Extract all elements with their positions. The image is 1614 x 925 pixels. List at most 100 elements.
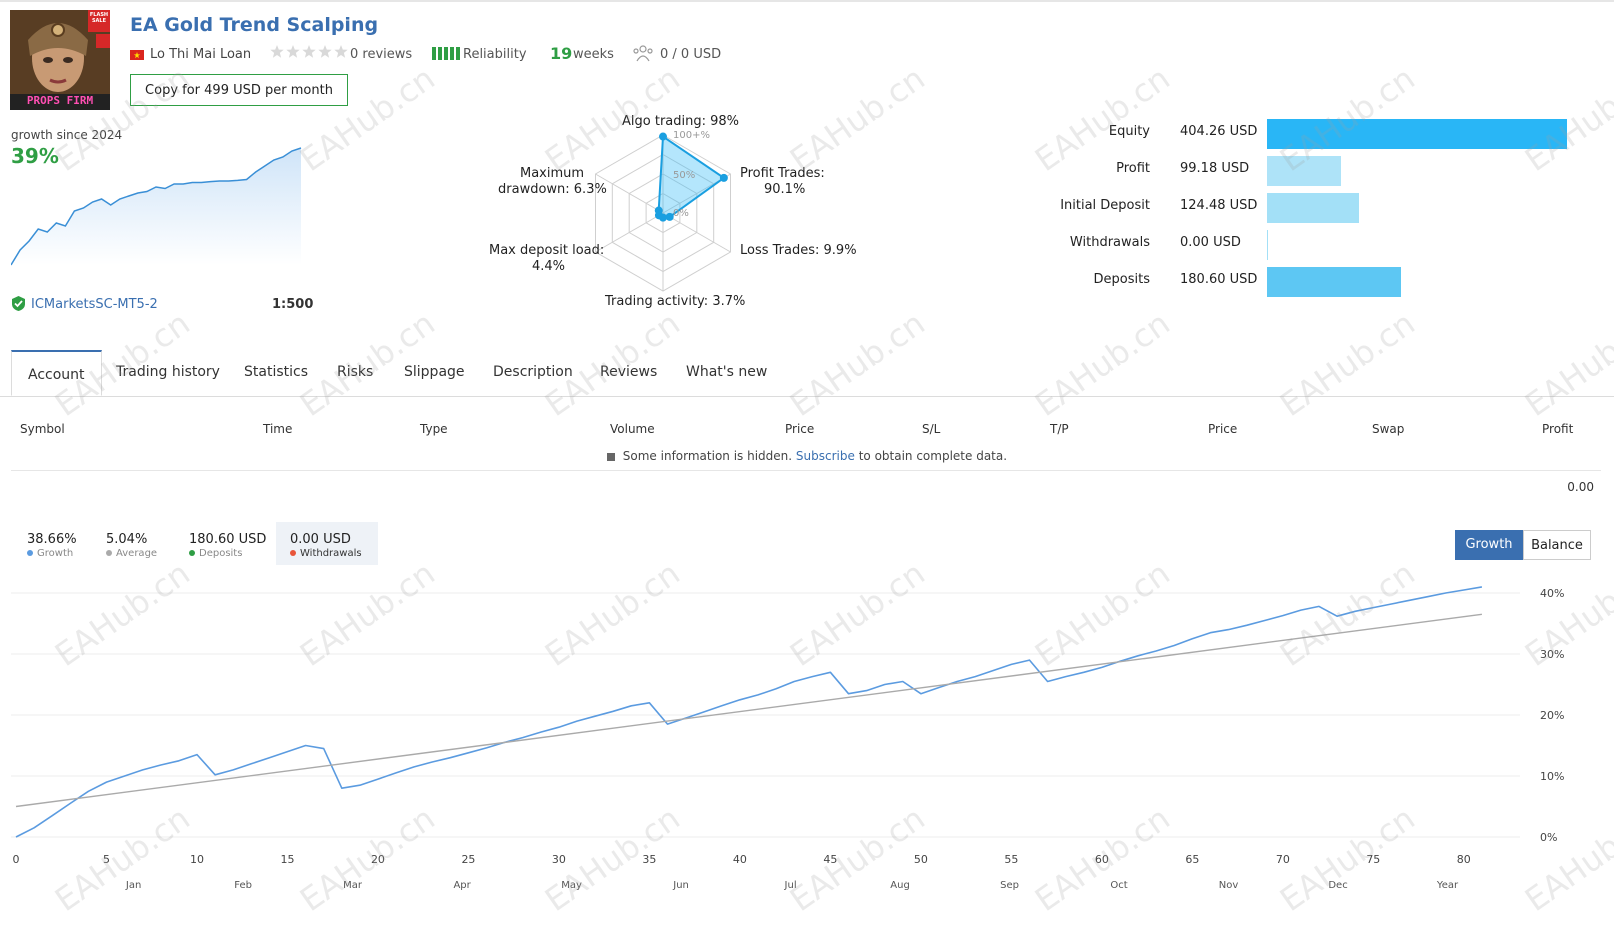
stat-average-label: Average <box>116 548 158 559</box>
growth-sparkline <box>11 147 302 266</box>
stat-deposits-value: 180.60 USD <box>189 532 267 547</box>
hidden-info-text: Some information is hidden. <box>622 449 793 463</box>
radar-label-algo: Algo trading: 98% <box>622 114 740 129</box>
lock-icon <box>606 452 615 461</box>
stat-growth[interactable]: 38.66% Growth <box>27 532 77 559</box>
month-label: Aug <box>890 880 910 891</box>
x-tick-label: 5 <box>103 853 110 866</box>
x-tick-label: 45 <box>823 853 837 866</box>
tab-slippage[interactable]: Slippage <box>404 364 465 380</box>
month-label: May <box>561 880 582 891</box>
x-tick-label: 75 <box>1366 853 1380 866</box>
tab-account[interactable]: Account <box>11 350 102 396</box>
tab-statistics[interactable]: Statistics <box>244 364 308 380</box>
bar-fill-0 <box>1267 119 1567 149</box>
growth-mode-button[interactable]: Growth <box>1455 530 1523 560</box>
bar-fill-2 <box>1267 193 1360 223</box>
growth-series-line <box>15 586 1483 838</box>
subscribers-icon <box>632 44 654 66</box>
top-border <box>0 0 1614 2</box>
stat-withdrawals-label: Withdrawals <box>300 548 362 559</box>
bar-label-3: Withdrawals <box>1069 235 1150 250</box>
growth-dot-icon <box>27 550 33 556</box>
table-separator <box>11 470 1601 471</box>
copy-signal-button[interactable]: Copy for 499 USD per month <box>130 74 348 106</box>
bar-label-4: Deposits <box>1093 272 1150 287</box>
bar-value-3: 0.00 USD <box>1180 235 1241 250</box>
radar-ring-0: 0% <box>673 208 689 219</box>
radar-point <box>654 206 663 215</box>
star-icon <box>302 45 316 58</box>
radar-point <box>719 173 728 182</box>
stat-withdrawals-highlight <box>276 522 378 565</box>
radar-label-profit-trades-value: 90.1% <box>764 182 806 197</box>
month-label: Mar <box>343 880 363 891</box>
tab-trading-history[interactable]: Trading history <box>116 364 220 380</box>
stat-withdrawals-value: 0.00 USD <box>290 532 351 547</box>
x-tick-label: 70 <box>1276 853 1290 866</box>
signal-avatar[interactable]: PROPS FIRM FLASH SALE <box>10 10 110 110</box>
tab-reviews[interactable]: Reviews <box>600 364 658 380</box>
y-tick-label: 0% <box>1540 831 1557 844</box>
tab-risks[interactable]: Risks <box>337 364 374 380</box>
weeks-label: weeks <box>573 47 614 62</box>
radar-label-loss-trades: Loss Trades: 9.9% <box>740 243 857 258</box>
broker-link[interactable]: ICMarketsSC-MT5-2 <box>31 297 158 312</box>
x-tick-label: 30 <box>552 853 566 866</box>
month-label: Year <box>1436 880 1459 891</box>
x-tick-label: 65 <box>1185 853 1199 866</box>
tab-whats-new[interactable]: What's new <box>686 364 768 380</box>
stat-withdrawals[interactable]: 0.00 USD Withdrawals <box>290 532 362 559</box>
subscribe-link[interactable]: Subscribe <box>795 449 855 463</box>
stat-deposits[interactable]: 180.60 USD Deposits <box>189 532 266 559</box>
radar-ring-100: 100+% <box>673 130 710 141</box>
radar-label-drawdown-value: drawdown: 6.3% <box>498 182 607 197</box>
col-close-price[interactable]: Price <box>1208 422 1238 436</box>
col-type[interactable]: Type <box>420 422 448 436</box>
stat-growth-value: 38.66% <box>27 532 77 547</box>
col-open-price[interactable]: Price <box>785 422 815 436</box>
watermark-text: EAHub.cn <box>1028 59 1177 179</box>
stat-average[interactable]: 5.04% Average <box>106 532 157 559</box>
signal-title[interactable]: EA Gold Trend Scalping <box>130 14 379 36</box>
x-tick-label: 50 <box>914 853 928 866</box>
growth-chart: 40% 30% 20% 10% 0% 0 5 10 15 20 25 30 35 40 45 50 55 60 65… <box>11 586 1564 891</box>
rating-stars-icon <box>270 45 348 63</box>
col-time[interactable]: Time <box>263 422 293 436</box>
bar-fill-1 <box>1267 156 1341 186</box>
x-tick-label: 35 <box>642 853 656 866</box>
average-dot-icon <box>106 550 112 556</box>
radar-point <box>659 132 667 141</box>
tab-description[interactable]: Description <box>493 364 573 380</box>
sparkline-area <box>11 148 301 265</box>
month-label: Dec <box>1328 880 1347 891</box>
radar-axis <box>595 173 664 214</box>
star-icon <box>286 45 300 58</box>
x-tick-label: 40 <box>733 853 747 866</box>
y-tick-label: 20% <box>1540 709 1564 722</box>
growth-value: 39% <box>11 144 59 168</box>
weeks-number: 19 <box>550 44 573 63</box>
month-label: Jan <box>125 880 141 891</box>
verified-icon <box>11 296 26 315</box>
radar-label-activity: Trading activity: 3.7% <box>605 294 746 309</box>
month-label: Feb <box>234 880 252 891</box>
col-tp[interactable]: T/P <box>1050 422 1069 436</box>
sparkline-line <box>11 147 302 266</box>
x-tick-label: 60 <box>1095 853 1109 866</box>
author-link[interactable]: Lo Thi Mai Loan <box>150 47 252 62</box>
chart-mode-toggle: Growth Balance <box>1455 530 1591 560</box>
hidden-info-tail: to obtain complete data. <box>858 449 1008 463</box>
col-profit[interactable]: Profit <box>1542 422 1574 436</box>
balance-mode-button[interactable]: Balance <box>1523 530 1591 560</box>
month-label: Sep <box>1000 880 1019 891</box>
col-sl[interactable]: S/L <box>922 422 941 436</box>
reviews-count[interactable]: 0 reviews <box>350 47 413 62</box>
x-tick-label: 55 <box>1004 853 1018 866</box>
bar-value-0: 404.26 USD <box>1180 124 1258 139</box>
col-swap[interactable]: Swap <box>1372 422 1405 436</box>
col-symbol[interactable]: Symbol <box>20 422 65 436</box>
col-volume[interactable]: Volume <box>610 422 655 436</box>
avatar-banner-text: PROPS FIRM <box>26 94 94 107</box>
subscribers-value: 0 / 0 USD <box>660 47 722 62</box>
